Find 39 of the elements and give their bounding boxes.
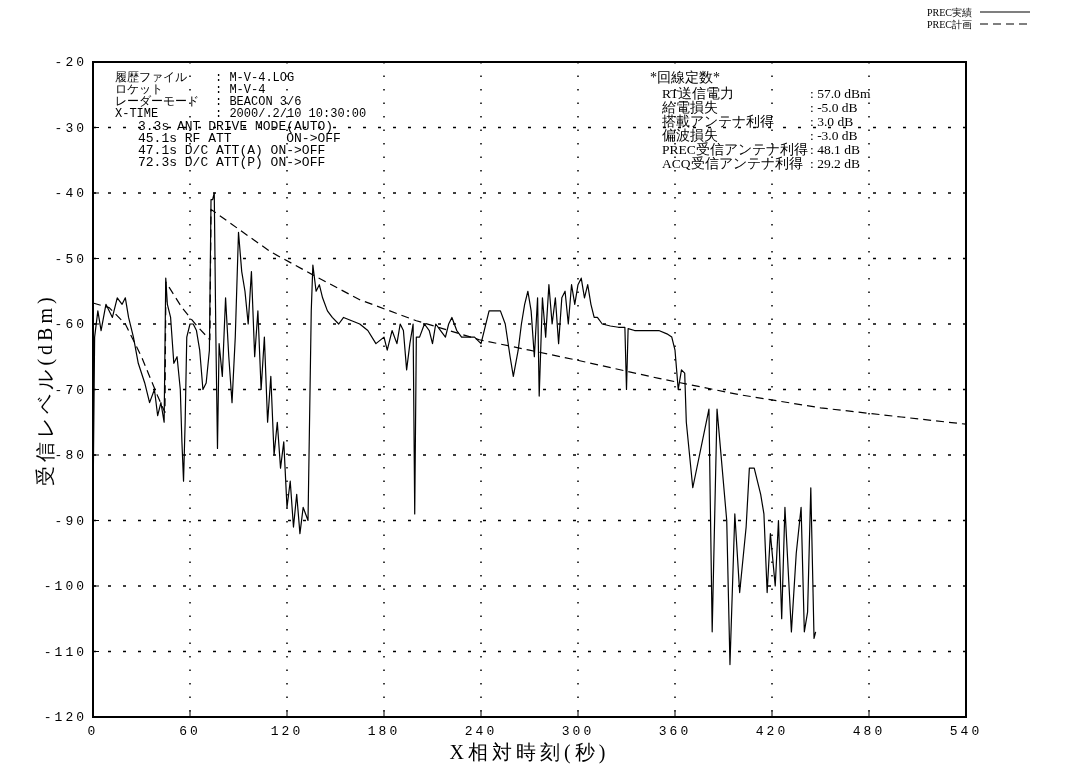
- y-tick-label: -60: [54, 317, 87, 332]
- annotation: 47.1s D/C ATT(A) ON->OFF: [138, 143, 326, 158]
- annotation: 3.3s ANT DRIVE MODE(AUTO): [138, 119, 334, 134]
- x-axis-title: X相対時刻(秒): [449, 741, 610, 764]
- x-tick-label: 180: [367, 724, 401, 739]
- y-tick-label: -80: [54, 448, 87, 463]
- legend-label: PREC実績: [926, 7, 972, 18]
- x-tick-label: 120: [270, 724, 304, 739]
- x-tick-label: 360: [658, 724, 692, 739]
- y-tick-label: -70: [54, 382, 87, 398]
- x-tick-label: 300: [561, 724, 595, 739]
- legend-label: PREC計画: [926, 19, 972, 30]
- text: レーダーモード : BEACON 3/6: [115, 95, 302, 109]
- x-tick-label: 480: [852, 724, 886, 739]
- text: X-TIME : 2000/.2/10 10:30:00: [115, 107, 367, 121]
- text: ロケット : M-V-4: [115, 83, 266, 97]
- annotation: PREC受信アンテナ利得 : 48.1 dB: [662, 142, 860, 157]
- y-tick-label: -50: [54, 251, 87, 267]
- text: RT送信電力 : 57.0 dBm: [662, 86, 871, 101]
- y-tick-label: -30: [54, 120, 87, 136]
- text: 偏波損失 : -3.0 dB: [662, 128, 858, 143]
- y-axis-title: 受信レベル(dBm): [34, 293, 57, 486]
- x-tick-label: 240: [464, 724, 498, 739]
- text: 搭載アンテナ利得 : 3.0 dB: [662, 114, 854, 129]
- y-tick-label: -100: [43, 579, 87, 594]
- y-tick-label: -20: [54, 55, 87, 70]
- annotation: *回線定数*: [650, 70, 720, 85]
- annotation: ACQ受信アンテナ利得 : 29.2 dB: [662, 156, 860, 171]
- text: 履歴ファイル : M-V-4.LOG: [115, 71, 295, 85]
- x-tick-label: 420: [755, 724, 789, 739]
- y-tick-label: -40: [54, 186, 87, 201]
- text: 給電損失 : -5.0 dB: [662, 100, 858, 115]
- y-tick-label: -110: [43, 644, 87, 660]
- x-tick-label: 0: [87, 724, 99, 739]
- y-tick-label: -90: [54, 513, 87, 529]
- x-tick-label: 540: [949, 724, 983, 739]
- annotation: 45.1s RF ATT ON->OFF: [138, 131, 341, 146]
- x-tick-label: 60: [179, 724, 201, 739]
- y-tick-label: -120: [43, 710, 87, 725]
